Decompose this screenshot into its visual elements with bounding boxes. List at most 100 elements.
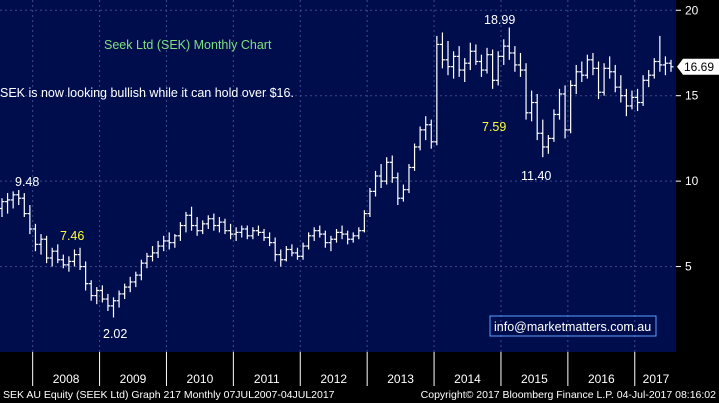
ohlc-bar [400,184,406,202]
y-axis-panel [676,0,719,386]
ohlc-bar [116,290,122,308]
x-tick-label: 2009 [120,372,147,386]
ohlc-bar [189,206,195,231]
ohlc-bar [60,254,66,269]
ohlc-bar [439,32,445,69]
ohlc-bar [10,191,16,209]
ohlc-bar [484,47,490,74]
ohlc-bar [350,232,356,243]
ohlc-bar [501,39,507,65]
ohlc-bar [21,193,27,218]
ohlc-bar [0,198,5,218]
ohlc-bar [517,52,523,77]
commentary-annotation: SEK is now looking bullish while it can … [0,86,294,100]
annotation-11-40: 11.40 [521,169,551,183]
ohlc-bar [322,230,328,248]
ohlc-bar [205,215,211,229]
ohlc-bar [557,88,562,120]
ohlc-bar [244,225,250,240]
gridlines [0,0,676,352]
footer-info: SEK AU Equity (SEEK Ltd) Graph 217 Month… [3,389,335,401]
ohlc-bar [367,187,373,218]
ohlc-bar [568,80,574,134]
ohlc-bar [5,193,11,214]
annotation-2-02: 2.02 [103,327,127,341]
ohlc-bar [94,287,100,305]
ohlc-bar [233,227,239,241]
ohlc-bar [55,244,61,264]
ohlc-bar [172,234,178,248]
ohlc-bar [328,235,334,252]
ohlc-bar [138,259,144,281]
ohlc-bar [412,143,418,171]
ohlc-bar [71,249,77,267]
ohlc-bar [228,223,234,240]
ohlc-bar [373,170,379,197]
ohlc-bar [456,46,462,77]
ohlc-bar [27,205,33,235]
ohlc-bar [183,211,189,233]
ohlc-bar [590,52,596,76]
ohlc-bar [523,63,529,120]
ohlc-bar [200,220,206,235]
ohlc-bar [272,237,278,262]
ohlc-bar [345,230,351,245]
ohlc-bar [49,247,55,267]
x-tick-label: 2010 [187,372,214,386]
contact-link[interactable]: info@marketmatters.com.au [494,320,651,334]
ohlc-bar [506,27,512,60]
ohlc-bar [133,271,139,288]
ohlc-bar [289,244,295,257]
ohlc-bar [646,70,652,88]
annotation-9-48: 9.48 [15,175,39,189]
ohlc-bar [16,190,22,206]
ohlc-bar [451,51,457,79]
ohlc-bar [623,88,629,117]
annotation-7-59: 7.59 [482,120,506,134]
ohlc-bar [651,58,657,79]
x-tick-label: 2016 [588,372,615,386]
ohlc-bar [44,235,50,264]
ohlc-bar [261,228,267,241]
ohlc-bar [445,41,451,76]
ohlc-bar [306,232,312,250]
x-tick-label: 2017 [643,372,670,386]
ohlc-bar [83,261,89,291]
last-price-label: 16.69 [684,60,714,74]
ohlc-bar [551,109,557,142]
ohlc-bar [668,59,674,72]
ohlc-bar [596,61,602,100]
ohlc-bar [99,285,105,303]
footer-copyright: Copyright© 2017 Bloomberg Finance L.P. 0… [420,389,716,401]
ohlc-bar [562,85,568,139]
ohlc-bar [428,119,434,149]
contact-box [489,315,657,337]
last-price-tag [677,58,719,75]
ohlc-bar [417,126,423,151]
ohlc-bar [155,240,161,259]
y-tick-label: 10 [685,174,699,188]
ohlc-bar [378,164,384,188]
ohlc-bars [0,27,674,318]
ohlc-bar [662,56,668,76]
y-tick-label: 5 [685,260,692,274]
ohlc-bar [423,116,429,141]
ohlc-bar [607,56,613,79]
ohlc-bar [635,88,641,112]
ohlc-bar [395,172,401,206]
ohlc-bar [105,293,111,311]
y-axis-ticks: 5 10 15 20 [676,3,699,274]
ohlc-bar [579,61,585,83]
ohlc-bar [216,217,222,233]
ohlc-bar [618,75,624,103]
ohlc-bar [495,51,501,86]
ohlc-bar [361,210,367,233]
ohlc-bar [529,90,535,122]
footer-bar: SEK AU Equity (SEEK Ltd) Graph 217 Month… [0,386,719,403]
ohlc-bar [111,297,116,318]
ohlc-bar [166,232,172,250]
annotation-7-46: 7.46 [60,229,84,243]
ohlc-bar [545,134,551,154]
y-tick-label: 20 [685,3,699,17]
